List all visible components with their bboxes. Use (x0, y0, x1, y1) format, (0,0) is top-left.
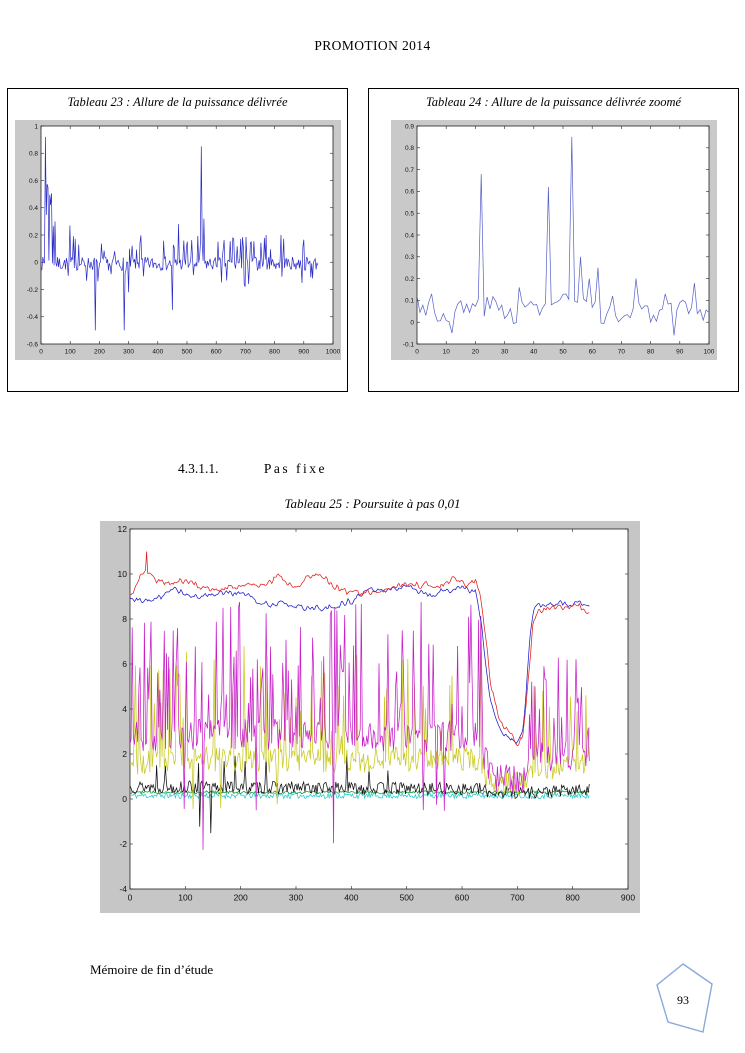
svg-text:-0.1: -0.1 (402, 341, 414, 348)
svg-text:600: 600 (455, 893, 469, 903)
svg-text:0.7: 0.7 (404, 167, 413, 174)
svg-text:6: 6 (122, 659, 127, 669)
chart-canvas: 0.90.80.70.60.50.40.30.20.10-0.10 10 20 30 4… (390, 120, 717, 360)
svg-text:0.5: 0.5 (404, 210, 413, 217)
svg-text:500: 500 (400, 893, 414, 903)
section-title: Pas fixe (263, 461, 327, 476)
figure-caption-tableau-23: Tableau 23 : Allure de la puissance déli… (67, 95, 288, 109)
svg-text:-4: -4 (119, 884, 127, 894)
svg-text:0.3: 0.3 (404, 254, 413, 261)
svg-text:12: 12 (118, 524, 128, 534)
svg-text:0: 0 (122, 794, 127, 804)
svg-text:80: 80 (646, 349, 654, 356)
svg-text:60: 60 (588, 349, 596, 356)
svg-text:0.8: 0.8 (28, 151, 37, 158)
figure-tableau-24: Tableau 24 : Allure de la puissance déli… (368, 88, 739, 392)
figures-row: Tableau 23 : Allure de la puissance déli… (7, 88, 739, 392)
svg-text:0.9: 0.9 (404, 123, 413, 130)
chart-poursuite-pas-fixe: 12 10 8 6 4 2 0 -2 -4 0 100 200 300 400 500 600 700 800 90… (100, 521, 640, 913)
svg-text:2: 2 (122, 749, 127, 759)
svg-text:8: 8 (122, 614, 127, 624)
figure-caption-tableau-24: Tableau 24 : Allure de la puissance déli… (425, 95, 682, 109)
svg-text:0: 0 (128, 893, 133, 903)
svg-text:1: 1 (34, 123, 38, 130)
svg-text:0.4: 0.4 (404, 232, 413, 239)
figure-caption-tableau-25: Tableau 25 : Poursuite à pas 0,01 (284, 496, 461, 511)
svg-text:200: 200 (93, 349, 104, 356)
page-header: PROMOTION 2014 (314, 38, 431, 53)
svg-text:0.2: 0.2 (404, 276, 413, 283)
svg-text:50: 50 (559, 349, 567, 356)
svg-text:200: 200 (234, 893, 248, 903)
pentagon-outline (656, 963, 713, 1033)
svg-text:0.1: 0.1 (404, 298, 413, 305)
svg-text:20: 20 (471, 349, 479, 356)
svg-text:700: 700 (239, 349, 250, 356)
svg-text:30: 30 (500, 349, 508, 356)
svg-text:0.8: 0.8 (404, 145, 413, 152)
svg-text:0: 0 (410, 319, 414, 326)
svg-text:-2: -2 (119, 839, 127, 849)
svg-text:10: 10 (118, 569, 128, 579)
chart-canvas: 10.80.60.40.20-0.2-0.4-0.60 100 200 300 400 5… (14, 120, 341, 360)
svg-text:700: 700 (510, 893, 524, 903)
svg-text:4: 4 (122, 704, 127, 714)
svg-text:0.6: 0.6 (28, 178, 37, 185)
section-heading: 4.3.1.1. Pas fixe (178, 461, 327, 477)
pentagon-shape-icon: 93 (656, 963, 713, 1033)
svg-text:600: 600 (210, 349, 221, 356)
svg-text:900: 900 (621, 893, 635, 903)
svg-text:40: 40 (530, 349, 538, 356)
svg-text:300: 300 (123, 349, 134, 356)
svg-text:900: 900 (298, 349, 309, 356)
svg-text:0: 0 (415, 349, 419, 356)
chart-puissance-delivree: 1 0.8 0.6 0.4 0.2 0 -0.2 -0.4 -0.6 0 100 200 300 400 5… (14, 120, 341, 360)
svg-text:1000: 1000 (325, 349, 340, 356)
figure-tableau-23: Tableau 23 : Allure de la puissance déli… (7, 88, 348, 392)
svg-text:400: 400 (344, 893, 358, 903)
page-number: 93 (677, 993, 689, 1007)
svg-text:0.4: 0.4 (28, 205, 37, 212)
svg-text:-0.2: -0.2 (26, 287, 38, 294)
svg-text:800: 800 (566, 893, 580, 903)
svg-text:300: 300 (289, 893, 303, 903)
svg-text:100: 100 (178, 893, 192, 903)
svg-text:-0.4: -0.4 (26, 314, 38, 321)
chart-puissance-delivree-zoom: 0.9 0.8 0.7 0.6 0.5 0.4 0.3 0.2 0.1 0 -0.1 0 10 20 30 4… (390, 120, 717, 360)
svg-text:70: 70 (617, 349, 625, 356)
svg-text:0: 0 (34, 260, 38, 267)
svg-text:0.2: 0.2 (28, 232, 37, 239)
section-number: 4.3.1.1. (178, 461, 219, 476)
svg-text:0.6: 0.6 (404, 189, 413, 196)
svg-text:90: 90 (676, 349, 684, 356)
svg-text:10: 10 (442, 349, 450, 356)
page-number-badge: 93 (656, 963, 714, 1033)
svg-text:100: 100 (703, 349, 714, 356)
svg-text:-0.6: -0.6 (26, 341, 38, 348)
svg-text:0: 0 (39, 349, 43, 356)
svg-text:800: 800 (269, 349, 280, 356)
footer-text: Mémoire de fin d’étude (90, 962, 214, 977)
svg-text:400: 400 (152, 349, 163, 356)
svg-text:500: 500 (181, 349, 192, 356)
svg-text:100: 100 (64, 349, 75, 356)
